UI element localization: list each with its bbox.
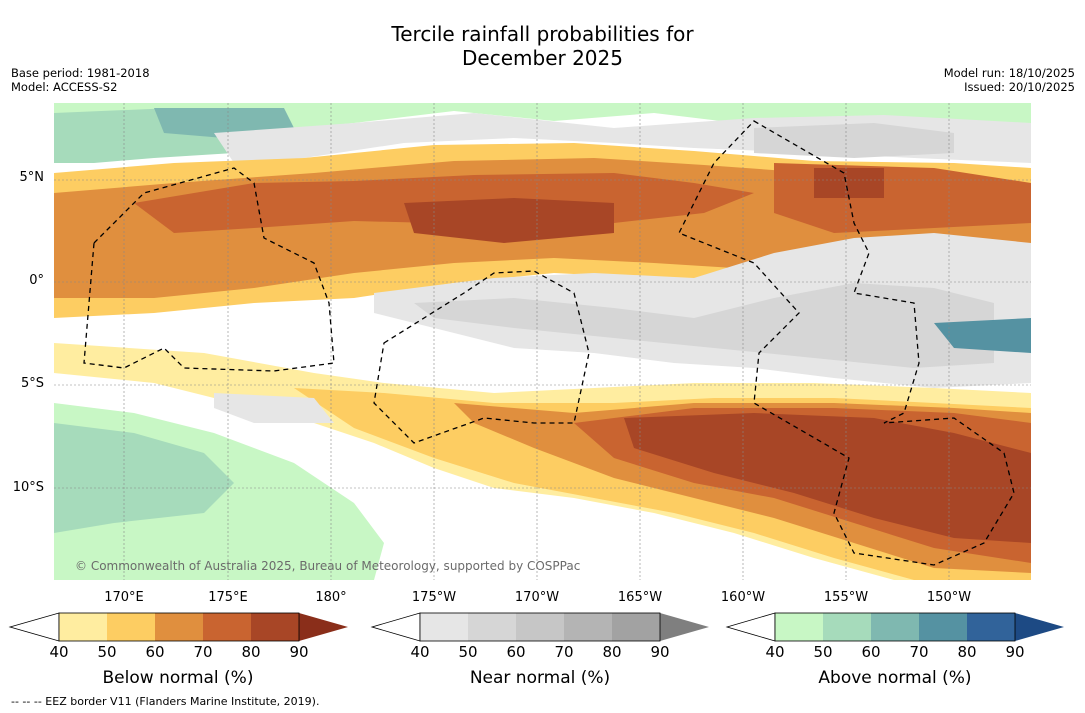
near-normal-sw-patch [214,393,334,423]
cb-below-swatch-4 [203,613,251,641]
lon-label-155w: 155°W [823,590,869,605]
eez-kiribati-phoenix [373,270,590,444]
cb-above-tick-40: 40 [765,643,785,661]
colorbar-above-normal [725,612,1064,642]
cb-near-tick-60: 60 [506,643,526,661]
above-normal-sw-50 [54,423,234,533]
map-canvas [54,103,1031,580]
cb-below-swatch-3 [155,613,203,641]
gridlines [54,103,1031,580]
cb-above-tick-70: 70 [909,643,929,661]
cb-above-swatch-3 [871,613,919,641]
below-normal-80-west [404,198,614,243]
map-title: Tercile rainfall probabilities for Decem… [0,22,1085,70]
lon-label-160w: 160°W [720,590,766,605]
colorbar-near-normal [370,612,709,642]
cb-above-extend-low [725,612,776,642]
cb-above-tick-80: 80 [957,643,977,661]
cb-below-tick-70: 70 [193,643,213,661]
lon-label-150w: 150°W [926,590,972,605]
cb-near-label: Near normal (%) [469,668,611,688]
cb-near-tick-80: 80 [602,643,622,661]
cb-below-tick-90: 90 [289,643,309,661]
cb-below-extend-low [8,612,60,642]
near-normal-central-50 [414,283,994,368]
lat-label-5s: 5°S [20,376,44,391]
cb-above-tick-60: 60 [861,643,881,661]
below-normal-south-80 [624,413,1031,543]
cb-near-tick-50: 50 [458,643,478,661]
cb-near-swatch-2 [468,613,516,641]
cb-above-swatch-1 [775,613,823,641]
cb-near-swatch-4 [564,613,612,641]
cb-near-extend-low [370,612,421,642]
lon-label-175w: 175°W [411,590,457,605]
lon-label-165w: 165°W [617,590,663,605]
cb-below-extend-high [299,613,348,641]
colorbar-below-normal [8,612,348,642]
lat-label-5n: 5°N [19,170,45,185]
eez-borders [83,120,1015,566]
title-line-2: December 2025 [462,46,623,70]
eez-kiribati-gilbert [83,167,335,372]
cb-below-tick-50: 50 [97,643,117,661]
cb-below-label: Below normal (%) [102,668,254,688]
probability-map [54,103,1031,580]
lat-label-0: 0° [29,273,44,288]
model-info: Base period: 1981-2018 Model: ACCESS-S2 [11,66,150,94]
title-line-1: Tercile rainfall probabilities for [391,22,694,46]
below-normal-80-ne [814,168,884,198]
above-normal-east [934,318,1031,353]
cb-above-label: Above normal (%) [818,668,972,688]
cb-above-tick-50: 50 [813,643,833,661]
cb-near-swatch-3 [516,613,564,641]
cb-below-tick-40: 40 [49,643,69,661]
model-run: Model run: 18/10/2025 [943,66,1075,80]
lon-label-175e: 175°E [208,590,248,605]
cb-below-swatch-5 [251,613,299,641]
cb-below-swatch-2 [107,613,155,641]
lon-label-180: 180° [315,590,347,605]
cb-below-swatch-1 [59,613,107,641]
cb-near-tick-70: 70 [554,643,574,661]
cb-above-tick-90: 90 [1005,643,1025,661]
issued-date: Issued: 20/10/2025 [964,80,1075,94]
cb-near-extend-high [660,613,709,641]
cb-above-swatch-5 [967,613,1015,641]
cb-below-tick-60: 60 [145,643,165,661]
cb-near-tick-40: 40 [410,643,430,661]
cb-above-extend-high [1015,613,1064,641]
lon-label-170e: 170°E [104,590,144,605]
cb-near-swatch-5 [612,613,660,641]
model-name: Model: ACCESS-S2 [11,80,118,94]
lon-label-170w: 170°W [514,590,560,605]
cb-above-swatch-4 [919,613,967,641]
cb-near-tick-90: 90 [650,643,670,661]
base-period: Base period: 1981-2018 [11,66,150,80]
eez-footnote: -- -- -- EEZ border V11 (Flanders Marine… [11,695,320,708]
above-normal-north [54,103,1031,153]
cb-near-swatch-1 [420,613,468,641]
lat-label-10s: 10°S [12,480,44,495]
copyright-notice: © Commonwealth of Australia 2025, Bureau… [75,559,581,573]
colorbars [8,612,1064,642]
cb-below-tick-80: 80 [241,643,261,661]
cb-above-swatch-2 [823,613,871,641]
run-info: Model run: 18/10/2025 Issued: 20/10/2025 [944,66,1075,94]
